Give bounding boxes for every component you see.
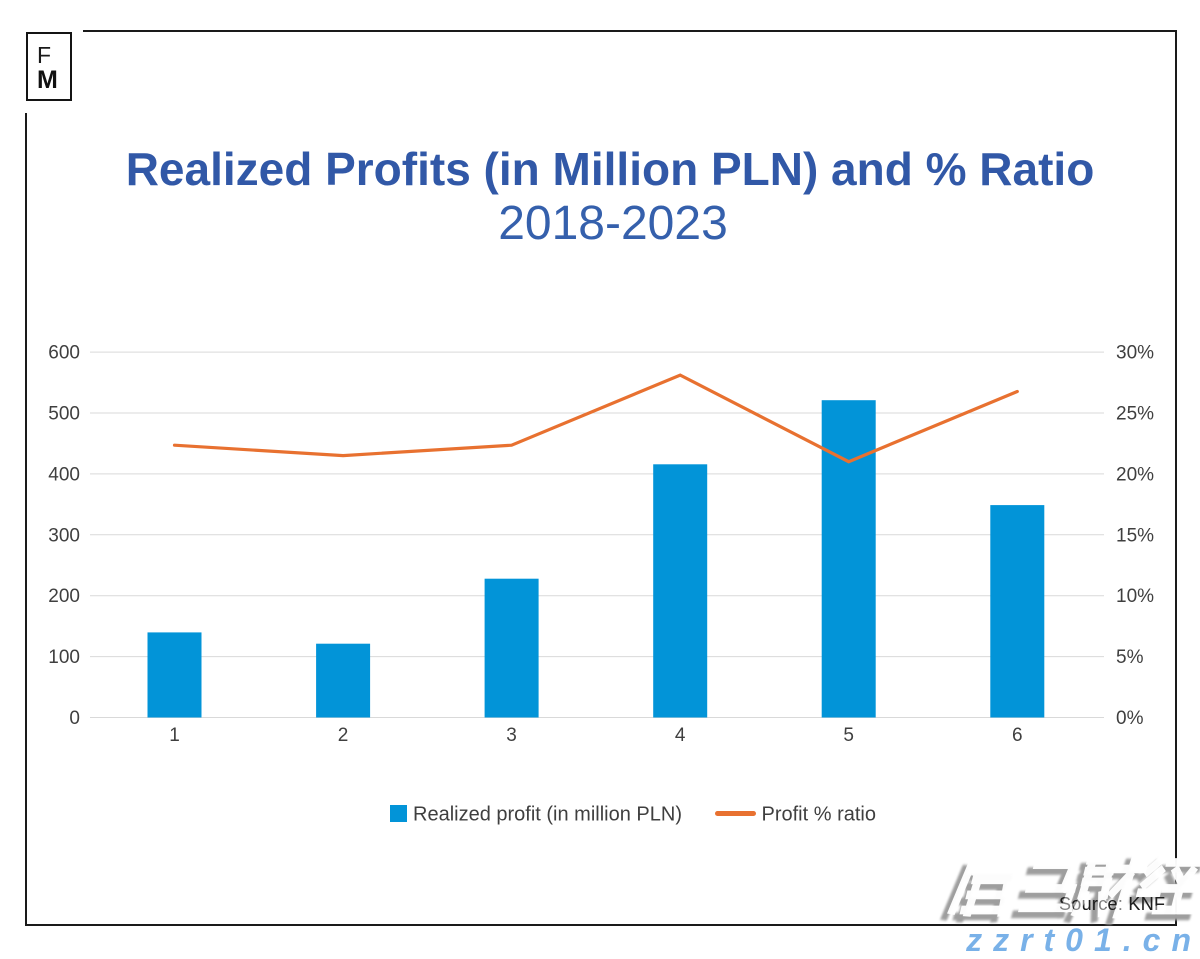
svg-text:10%: 10% bbox=[1116, 586, 1154, 607]
svg-text:500: 500 bbox=[48, 404, 80, 425]
svg-text:30%: 30% bbox=[1116, 343, 1154, 364]
svg-text:Profit % ratio: Profit % ratio bbox=[762, 804, 876, 826]
svg-text:5%: 5% bbox=[1116, 647, 1144, 668]
svg-text:0%: 0% bbox=[1116, 708, 1144, 729]
svg-text:25%: 25% bbox=[1116, 404, 1154, 425]
svg-text:200: 200 bbox=[48, 586, 80, 607]
svg-text:6: 6 bbox=[1012, 725, 1023, 746]
svg-text:600: 600 bbox=[48, 343, 80, 364]
svg-text:1: 1 bbox=[169, 725, 180, 746]
svg-text:300: 300 bbox=[48, 525, 80, 546]
svg-text:Realized profit (in million PL: Realized profit (in million PLN) bbox=[413, 804, 682, 826]
svg-text:Source: KNF: Source: KNF bbox=[1059, 894, 1165, 914]
svg-text:0: 0 bbox=[69, 708, 80, 729]
svg-text:100: 100 bbox=[48, 647, 80, 668]
svg-text:15%: 15% bbox=[1116, 525, 1154, 546]
svg-text:400: 400 bbox=[48, 464, 80, 485]
svg-text:20%: 20% bbox=[1116, 464, 1154, 485]
svg-text:4: 4 bbox=[675, 725, 686, 746]
svg-text:5: 5 bbox=[843, 725, 854, 746]
svg-text:2: 2 bbox=[338, 725, 349, 746]
svg-text:3: 3 bbox=[506, 725, 517, 746]
